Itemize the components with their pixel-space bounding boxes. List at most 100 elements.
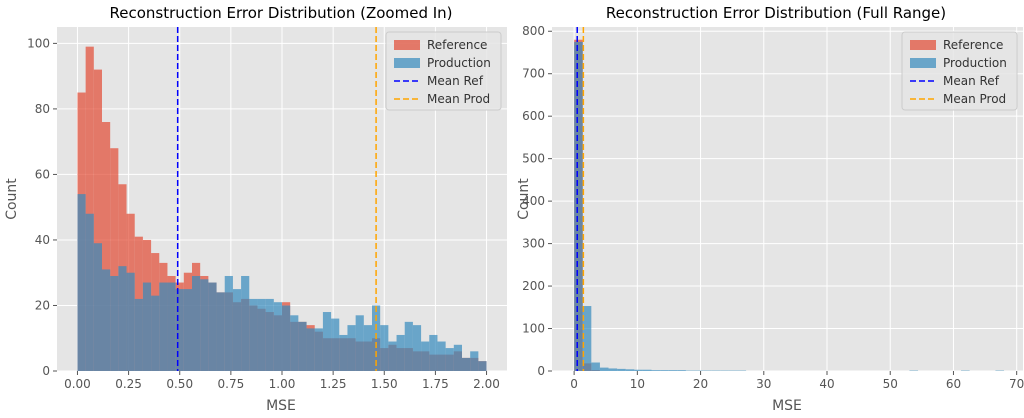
x-tick-label: 0.50: [166, 377, 193, 391]
y-tick-labels: 0 100 200 300 400 500 600 700 800: [522, 24, 552, 378]
production-bar: [167, 282, 176, 371]
production-bar: [470, 351, 479, 371]
y-tick-label: 700: [522, 67, 545, 81]
x-tick-label: 0.25: [115, 377, 142, 391]
x-tick-label: 0.00: [64, 377, 91, 391]
production-bar: [77, 194, 86, 371]
y-tick-label: 100: [522, 322, 545, 336]
production-bars: [77, 194, 487, 371]
x-axis-label: MSE: [772, 398, 802, 414]
legend-label: Mean Ref: [943, 74, 1000, 88]
legend-label: Mean Prod: [427, 92, 490, 106]
production-bar: [347, 325, 356, 371]
production-bar: [388, 341, 397, 371]
production-bar: [574, 41, 583, 371]
x-tick-labels: 0.00 0.25 0.50 0.75 1.00 1.25 1.50 1.75 2.00: [64, 371, 500, 391]
legend-swatch: [910, 58, 936, 68]
y-axis-label: Count: [516, 178, 532, 220]
production-bar: [429, 334, 438, 371]
legend-label: Mean Ref: [427, 74, 484, 88]
production-bar: [608, 368, 618, 371]
production-bar: [273, 302, 282, 371]
legend-box: [385, 31, 502, 111]
chart-title: Reconstruction Error Distribution (Full …: [606, 4, 946, 22]
legend-swatch: [394, 40, 420, 50]
production-bar: [208, 282, 217, 371]
production-bar: [142, 282, 152, 371]
legend-label: Mean Prod: [943, 92, 1006, 106]
legend-swatch: [394, 58, 420, 68]
production-bar: [175, 289, 184, 371]
legend-swatch: [910, 40, 936, 50]
x-tick-label: 70: [1009, 377, 1024, 391]
production-bar: [298, 321, 307, 371]
y-tick-label: 100: [27, 36, 50, 50]
production-bar: [599, 367, 609, 371]
legend-label: Reference: [943, 38, 1003, 52]
production-bar: [404, 321, 413, 371]
production-bar: [396, 334, 405, 371]
production-bar: [232, 289, 242, 371]
production-bar: [306, 328, 315, 371]
x-tick-label: 60: [946, 377, 961, 391]
x-tick-label: 40: [819, 377, 834, 391]
production-bar: [134, 298, 143, 371]
x-tick-label: 20: [693, 377, 708, 391]
legend-label: Production: [943, 56, 1007, 70]
production-bar: [634, 369, 643, 371]
y-tick-label: 0: [42, 364, 50, 378]
x-tick-label: 0: [570, 377, 578, 391]
production-bar: [453, 344, 462, 371]
production-bar: [331, 318, 340, 371]
production-bar: [159, 282, 168, 371]
reference-bar: [102, 122, 111, 371]
production-bar: [339, 334, 348, 371]
production-bar: [445, 348, 454, 371]
x-tick-label: 10: [630, 377, 645, 391]
production-bar: [192, 275, 201, 371]
production-bar: [412, 325, 422, 371]
x-tick-label: 2.00: [473, 377, 500, 391]
x-tick-label: 0.75: [218, 377, 245, 391]
production-bar: [478, 361, 487, 371]
y-tick-label: 800: [522, 24, 545, 38]
production-bar: [660, 370, 669, 371]
production-bar: [677, 370, 686, 371]
production-bar: [642, 369, 652, 371]
production-bar: [118, 266, 127, 371]
y-tick-labels: 0 20 40 60 80 100: [27, 36, 57, 378]
y-tick-label: 80: [35, 102, 50, 116]
production-bar: [249, 298, 258, 371]
x-axis-label: MSE: [266, 398, 296, 414]
reference-bar: [85, 46, 94, 372]
production-bar: [355, 315, 364, 371]
production-bar: [322, 312, 332, 371]
reference-bar: [110, 148, 119, 371]
production-bar: [257, 298, 266, 371]
zoomed-histogram-panel: Reconstruction Error Distribution (Zoome…: [4, 4, 507, 414]
y-tick-label: 600: [522, 109, 545, 123]
x-tick-labels: 0 10 20 30 40 50 60 70: [570, 371, 1024, 391]
legend-box: [901, 31, 1018, 111]
y-tick-label: 0: [537, 364, 545, 378]
production-bar: [290, 315, 299, 371]
production-bar: [110, 275, 119, 371]
production-bar: [151, 295, 160, 371]
production-bar: [126, 272, 135, 371]
production-bar: [625, 369, 635, 371]
reference-bar: [93, 69, 102, 371]
y-tick-label: 200: [522, 279, 545, 293]
production-bars: [574, 41, 1005, 371]
y-tick-label: 40: [35, 233, 50, 247]
chart-title: Reconstruction Error Distribution (Zoome…: [109, 4, 452, 22]
production-bar: [462, 357, 471, 371]
production-bar: [282, 305, 291, 371]
legend: Reference Production Mean Ref Mean Prod: [385, 31, 502, 111]
production-bar: [93, 243, 102, 371]
production-bar: [224, 275, 233, 371]
production-bar: [617, 368, 626, 371]
production-bar: [85, 213, 94, 371]
production-bar: [591, 362, 600, 371]
x-tick-label: 30: [756, 377, 771, 391]
